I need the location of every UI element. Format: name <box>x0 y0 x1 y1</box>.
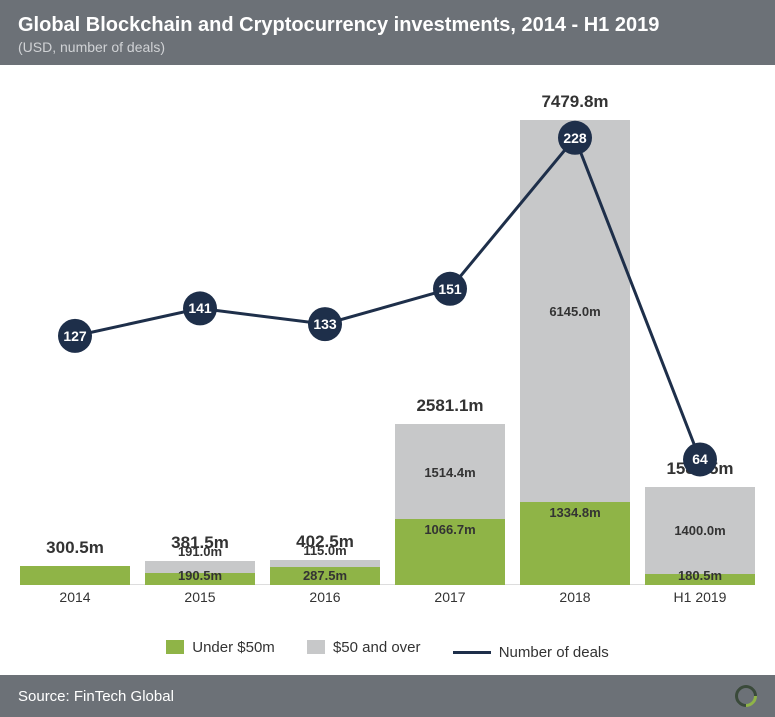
deals-point-label: 228 <box>563 130 586 146</box>
legend: Under $50m $50 and over Number of deals <box>0 639 775 662</box>
swatch-under50 <box>166 640 184 654</box>
deals-point-label: 127 <box>63 328 86 344</box>
chart-header: Global Blockchain and Cryptocurrency inv… <box>0 0 775 65</box>
x-axis-label: H1 2019 <box>645 589 755 605</box>
x-axis-label: 2017 <box>395 589 505 605</box>
plot-area: 300.5m190.5m191.0m381.5m287.5m115.0m402.… <box>20 75 755 585</box>
deals-point-label: 151 <box>438 281 461 297</box>
bar-label-over50: 1514.4m <box>395 465 505 480</box>
legend-label-deals: Number of deals <box>499 644 609 661</box>
x-axis-label: 2015 <box>145 589 255 605</box>
logo-icon <box>730 680 761 711</box>
chart-footer: Source: FinTech Global <box>0 675 775 717</box>
bar-total-label: 381.5m <box>145 533 255 553</box>
x-axis-label: 2018 <box>520 589 630 605</box>
bar-total-label: 402.5m <box>270 532 380 552</box>
legend-under50: Under $50m <box>166 639 275 656</box>
x-axis-label: 2014 <box>20 589 130 605</box>
bar-total-label: 2581.1m <box>395 396 505 416</box>
chart-area: 300.5m190.5m191.0m381.5m287.5m115.0m402.… <box>0 65 775 675</box>
bar-label-under50: 180.5m <box>645 568 755 583</box>
swatch-over50 <box>307 640 325 654</box>
bar-label-over50: 6145.0m <box>520 304 630 319</box>
legend-deals: Number of deals <box>453 644 609 661</box>
legend-label-under50: Under $50m <box>192 639 275 656</box>
chart-title: Global Blockchain and Cryptocurrency inv… <box>18 14 757 37</box>
bar-label-under50: 287.5m <box>270 568 380 583</box>
x-axis-label: 2016 <box>270 589 380 605</box>
legend-over50: $50 and over <box>307 639 421 656</box>
deals-point-label: 133 <box>313 316 336 332</box>
swatch-line <box>453 651 491 654</box>
bar-label-over50: 1400.0m <box>645 523 755 538</box>
bar-label-under50: 190.5m <box>145 568 255 583</box>
bar-under50 <box>20 566 130 585</box>
source-text: Source: FinTech Global <box>18 688 174 705</box>
x-axis: 2014 2015 2016 2017 2018 H1 2019 <box>20 589 755 613</box>
bar-label-under50: 1066.7m <box>395 522 505 537</box>
bar-total-label: 7479.8m <box>520 92 630 112</box>
bar-total-label: 300.5m <box>20 538 130 558</box>
deals-point-label: 64 <box>692 451 708 467</box>
bar-over50 <box>270 560 380 567</box>
deals-point-label: 141 <box>188 300 211 316</box>
chart-subtitle: (USD, number of deals) <box>18 39 757 55</box>
bar-label-under50: 1334.8m <box>520 505 630 520</box>
legend-label-over50: $50 and over <box>333 639 421 656</box>
